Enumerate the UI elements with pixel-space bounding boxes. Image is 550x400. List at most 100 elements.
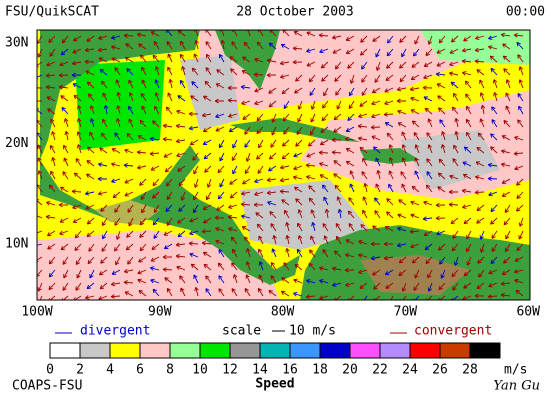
wind-arrow — [137, 135, 147, 141]
wind-arrow — [268, 152, 277, 160]
wind-arrow — [306, 152, 316, 158]
wind-arrow — [309, 249, 316, 258]
wind-arrow — [452, 282, 459, 291]
wind-arrow — [320, 61, 329, 69]
wind-arrow — [321, 113, 329, 122]
wind-arrow — [517, 54, 524, 63]
wind-arrow — [179, 79, 186, 89]
wind-arrow — [331, 266, 342, 272]
wind-arrow — [97, 176, 108, 182]
wind-arrow — [86, 282, 95, 290]
wind-arrow — [253, 202, 264, 208]
date: 28 October 2003 — [236, 5, 353, 20]
wind-arrow — [384, 122, 394, 128]
wind-arrow — [240, 191, 251, 196]
wind-arrow — [257, 287, 264, 297]
wind-arrow — [347, 113, 355, 122]
wind-arrow — [46, 201, 56, 206]
wind-arrow — [450, 81, 459, 89]
wind-arrow — [292, 46, 303, 51]
wind-arrow — [384, 87, 394, 93]
wind-arrow — [59, 61, 69, 67]
wind-arrow — [220, 39, 226, 50]
wind-arrow — [388, 170, 394, 180]
wind-vectors — [37, 30, 524, 300]
wind-arrow — [63, 157, 69, 167]
wind-arrow — [116, 105, 121, 115]
wind-arrow — [244, 165, 251, 175]
wind-arrow — [376, 169, 381, 180]
wind-arrow — [439, 119, 446, 128]
wind-arrow — [115, 230, 121, 240]
wind-arrow — [401, 183, 407, 193]
wind-arrow — [125, 43, 134, 50]
wind-arrow — [450, 35, 459, 43]
colorbar-label: 26 — [432, 363, 448, 378]
wind-arrow — [449, 48, 459, 54]
wind-arrow — [285, 222, 290, 232]
wind-arrow — [475, 35, 485, 40]
wind-arrow — [383, 255, 394, 261]
wind-arrow — [98, 35, 108, 40]
wind-arrow — [474, 59, 485, 64]
wind-arrow — [244, 126, 251, 135]
colorbar-box — [139, 342, 171, 359]
wind-arrow — [227, 214, 238, 220]
wind-arrow — [292, 59, 303, 65]
wind-arrow — [375, 157, 381, 167]
wind-arrow — [414, 157, 420, 167]
wind-arrow — [401, 48, 407, 58]
wind-arrow — [345, 148, 355, 154]
colorbar-label: 4 — [106, 363, 114, 378]
wind-arrow — [203, 217, 212, 224]
wind-arrow — [180, 191, 186, 201]
wind-arrow — [240, 202, 251, 207]
wind-arrow — [386, 198, 394, 206]
wind-arrow — [201, 229, 212, 234]
wind-arrow — [398, 199, 407, 206]
wind-arrow — [438, 158, 446, 167]
wind-arrow — [518, 230, 524, 240]
wind-arrow — [518, 105, 524, 115]
wind-arrow — [216, 204, 225, 211]
wind-arrow — [478, 269, 485, 278]
colorbar-label: 18 — [312, 363, 328, 378]
wind-arrow — [193, 30, 199, 37]
wind-arrow — [61, 106, 69, 115]
wind-arrow — [501, 269, 511, 275]
wind-arrow — [435, 71, 446, 77]
wind-arrow — [269, 211, 277, 219]
wind-arrow — [463, 146, 472, 154]
colorbar-box — [169, 342, 201, 359]
wind-arrow — [386, 211, 394, 219]
wind-arrow — [372, 269, 381, 276]
wind-arrow — [228, 204, 238, 209]
colorbar-label: 10 — [192, 363, 208, 378]
wind-arrow — [98, 57, 108, 63]
colorbar: 0 2 4 6 8 10 12 14 16 18 20 22 24 26 28 — [46, 342, 501, 378]
time: 00:00 — [506, 5, 545, 20]
wind-arrow — [436, 48, 446, 54]
credit: COAPS-FSU — [12, 379, 82, 394]
author: Yan Gu — [493, 379, 540, 394]
wind-arrow — [166, 287, 173, 297]
wind-arrow — [292, 175, 303, 180]
wind-arrow — [345, 282, 355, 287]
wind-arrow — [76, 269, 82, 279]
speed-region — [180, 55, 240, 130]
wind-arrow — [124, 178, 134, 184]
wind-arrow — [448, 71, 459, 76]
wind-arrow — [310, 235, 316, 245]
wind-arrow — [361, 87, 368, 96]
wind-arrow — [246, 248, 251, 258]
wind-arrow — [401, 144, 407, 154]
colorbar-label: 24 — [402, 363, 418, 378]
wind-arrow — [363, 182, 368, 193]
wind-arrow — [516, 204, 524, 212]
wind-arrow — [62, 282, 69, 291]
wind-arrow — [128, 92, 134, 102]
wind-arrow — [228, 126, 238, 133]
wind-arrow — [141, 204, 147, 214]
title: FSU/QuikSCAT — [5, 5, 99, 20]
wind-arrow — [101, 80, 108, 89]
